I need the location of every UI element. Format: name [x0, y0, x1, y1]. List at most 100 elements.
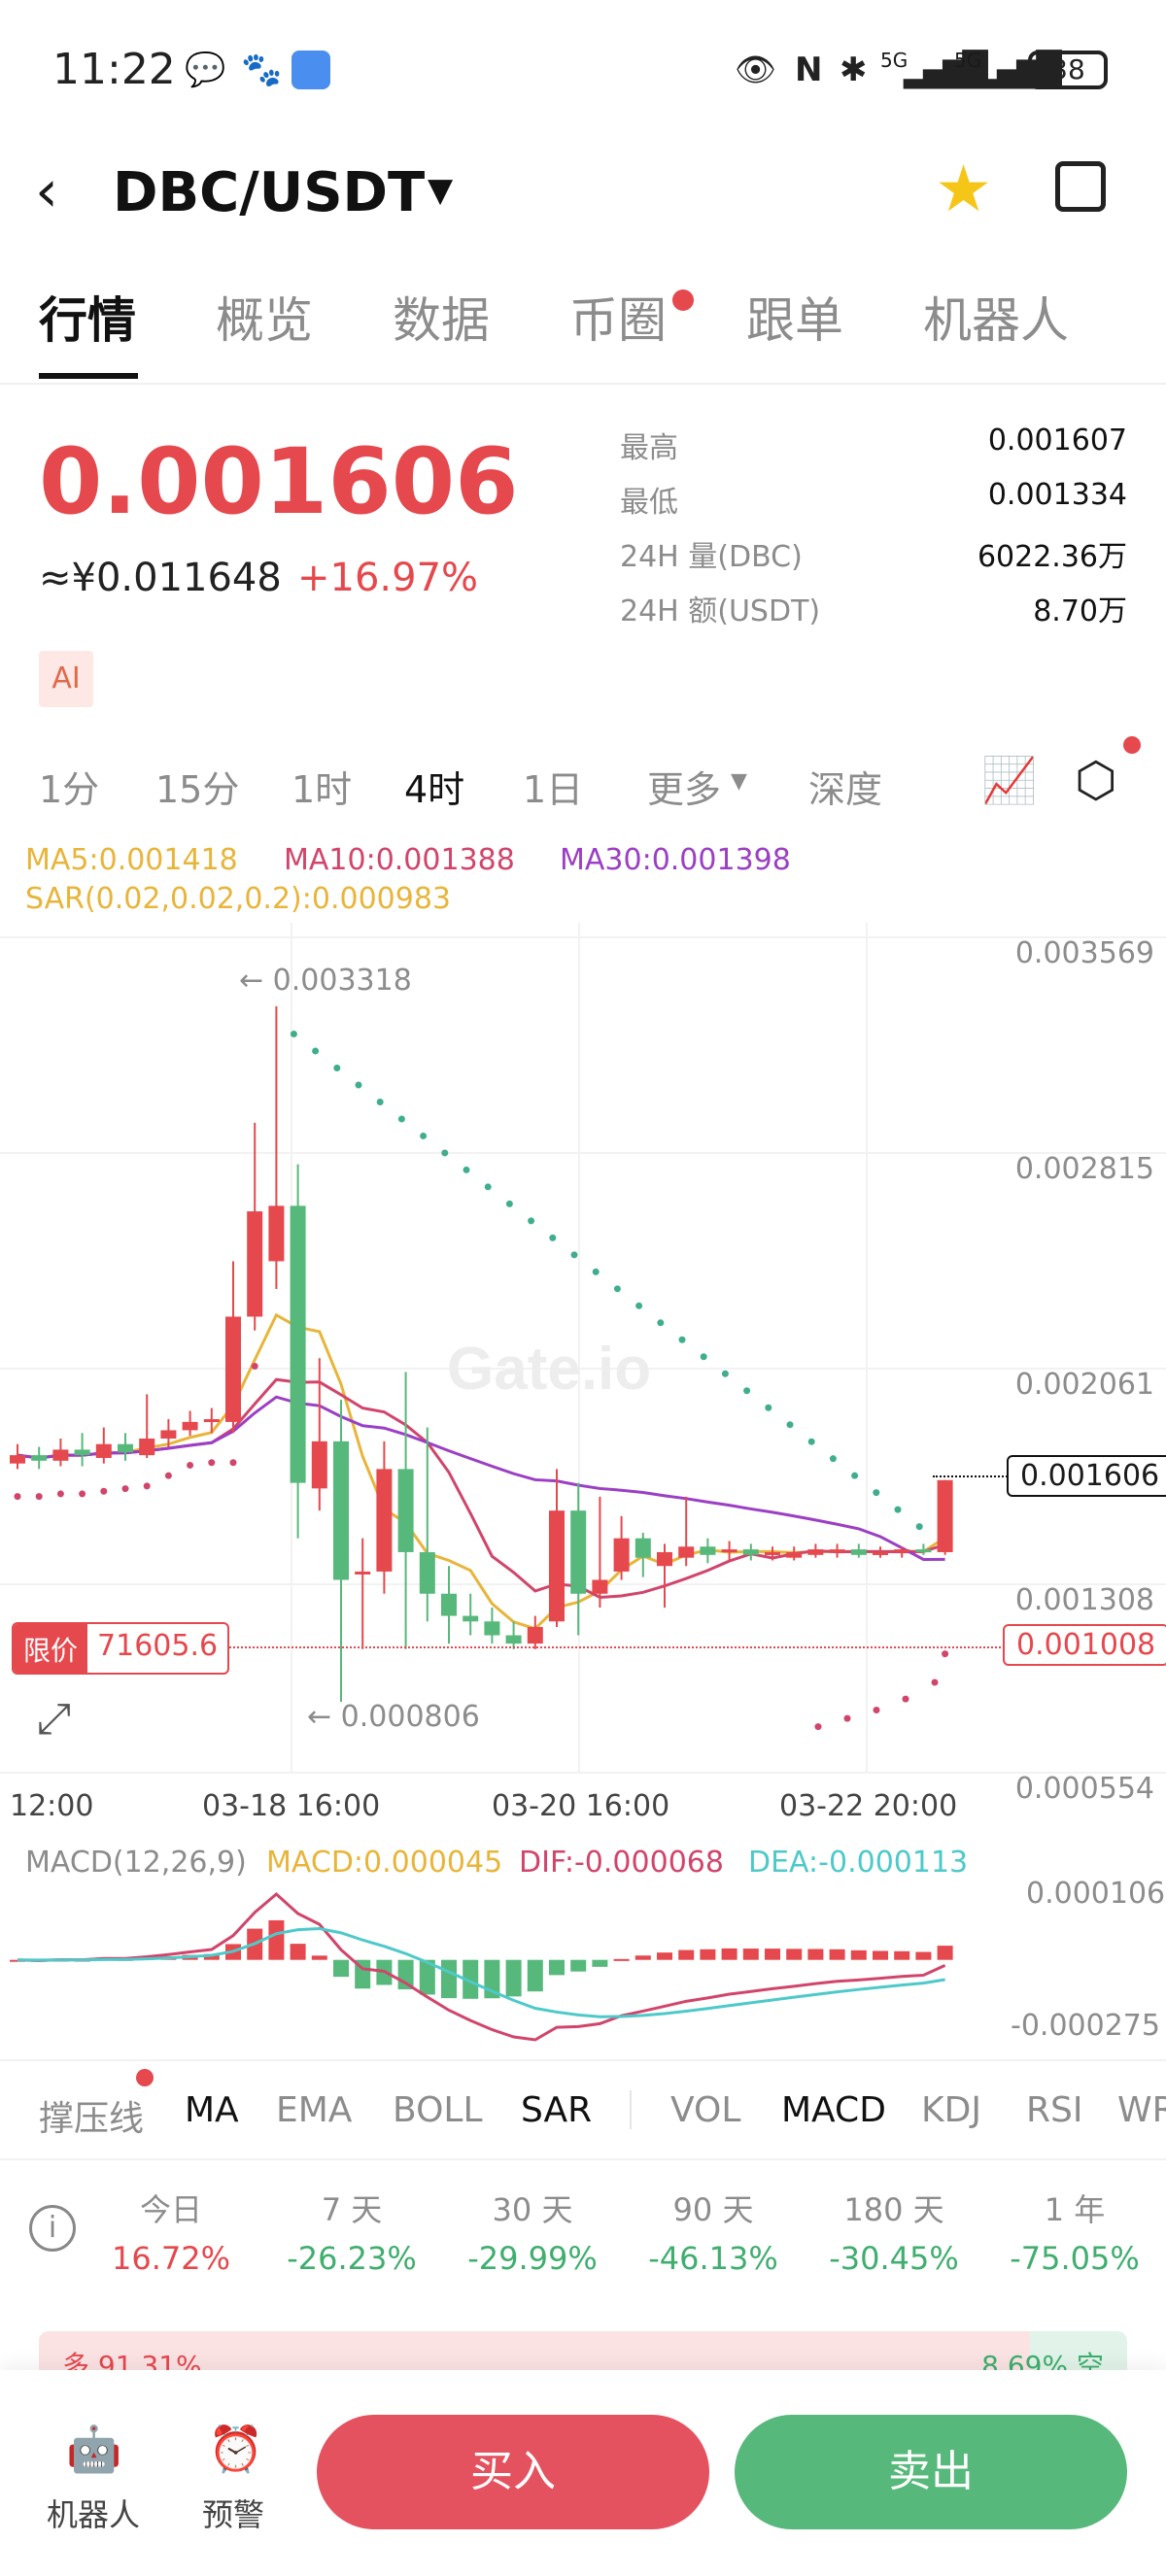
ai-badge[interactable]: AI [39, 651, 93, 707]
timeframe-1m[interactable]: 1分 [39, 768, 100, 811]
candle-body [463, 1615, 479, 1622]
info-icon[interactable]: i [29, 2205, 76, 2252]
macd-chart [10, 1892, 953, 2042]
sar-dot [56, 1490, 64, 1498]
sar-dot [942, 1650, 949, 1658]
macd-histogram-bar [937, 1946, 953, 1960]
candle-body [786, 1551, 803, 1558]
sar-dot [505, 1200, 513, 1207]
macd-histogram-bar [657, 1952, 672, 1960]
candle-body [355, 1571, 371, 1575]
macd-histogram-bar [873, 1950, 888, 1960]
limit-order-tag[interactable]: 限价 71605.6 [12, 1622, 230, 1675]
macd-histogram-bar [721, 1948, 737, 1960]
tab-bot[interactable]: 机器人 [923, 292, 1069, 349]
tab-data[interactable]: 数据 [393, 292, 490, 349]
candlestick-chart[interactable]: Gate.io 0.003569 0.002815 0.002061 0.001308… [0, 923, 1166, 1894]
perf-label-7d: 7 天 [321, 2191, 383, 2228]
indicator-boll[interactable]: BOLL [393, 2090, 483, 2130]
alert-bell-icon[interactable]: ⏰ [208, 2423, 264, 2475]
timeframe-1d[interactable]: 1日 [523, 768, 584, 811]
ma10-legend: MA10:0.001388 [284, 843, 515, 877]
indicator-support-resistance[interactable]: 撑压线 [39, 2099, 145, 2139]
share-icon[interactable] [1055, 161, 1106, 212]
indicator-vol[interactable]: VOL [670, 2090, 741, 2130]
pair-dropdown-icon[interactable]: ▼ [428, 171, 454, 210]
stat-low-value: 0.001334 [987, 478, 1127, 512]
chart-type-icon[interactable]: 📈 [981, 754, 1038, 806]
tab-market[interactable]: 行情 [39, 292, 136, 349]
signal-icon-2: ▂▄▆█ [977, 51, 1062, 89]
x-tick-3: 03-22 20:00 [779, 1789, 958, 1823]
candle-body [634, 1538, 651, 1558]
robot-label[interactable]: 机器人 [47, 2496, 141, 2533]
low-marker-label: ← 0.000806 [307, 1700, 480, 1734]
sell-button[interactable]: 卖出 [735, 2415, 1127, 2529]
candle-body [592, 1579, 608, 1594]
timeframe-4h[interactable]: 4时 [404, 768, 465, 811]
indicator-ema[interactable]: EMA [276, 2090, 353, 2130]
sar-dot [592, 1268, 600, 1275]
message-icon: 💬 [185, 51, 226, 89]
candle-body [570, 1510, 587, 1594]
ma30-legend: MA30:0.001398 [560, 843, 791, 877]
macd-histogram-bar [807, 1949, 824, 1960]
indicator-ma[interactable]: MA [185, 2090, 239, 2130]
macd-dea: DEA:-0.000113 [748, 1846, 969, 1880]
robot-icon[interactable]: 🤖 [66, 2423, 122, 2475]
x-tick-2: 03-20 16:00 [492, 1789, 670, 1823]
battery-icon: 38 [1028, 51, 1108, 89]
indicator-macd[interactable]: MACD [781, 2090, 886, 2130]
perf-label-30d: 30 天 [492, 2191, 573, 2228]
settings-gear-icon[interactable]: ⬡ [1075, 752, 1117, 808]
sar-dot [251, 1363, 258, 1371]
macd-histogram-bar [915, 1951, 932, 1960]
indicator-rsi[interactable]: RSI [1026, 2090, 1083, 2130]
timeframe-more[interactable]: 更多 [647, 768, 722, 811]
timeframe-depth[interactable]: 深度 [808, 768, 883, 811]
sar-dot [915, 1523, 923, 1531]
perf-value-1y: -75.05% [1010, 2240, 1140, 2277]
candle-body [311, 1441, 327, 1489]
indicator-wr[interactable]: WR [1117, 2090, 1166, 2130]
tab-overview[interactable]: 概览 [216, 292, 313, 349]
pair-title[interactable]: DBC/USDT [113, 161, 426, 224]
candle-body [52, 1449, 69, 1461]
sar-dot [814, 1723, 822, 1731]
fullscreen-icon[interactable]: ⤢ [37, 1694, 72, 1744]
limit-value: 71605.6 [97, 1629, 219, 1663]
candle-body [894, 1549, 910, 1553]
timeframe-15m[interactable]: 15分 [155, 768, 240, 811]
buy-button[interactable]: 买入 [317, 2415, 709, 2529]
tab-copy-trade[interactable]: 跟单 [746, 292, 843, 349]
sar-dot [333, 1065, 341, 1072]
candle-body [807, 1549, 824, 1555]
alert-label[interactable]: 预警 [202, 2496, 265, 2533]
macd-histogram-bar [570, 1959, 587, 1972]
macd-histogram-bar [441, 1959, 457, 1999]
sar-dot [484, 1183, 492, 1191]
macd-dif-line [17, 1892, 946, 2042]
macd-histogram-bar [850, 1949, 867, 1960]
sar-dot [549, 1234, 557, 1241]
sar-dot [528, 1217, 535, 1225]
macd-ytick-bottom: -0.000275 [1011, 2009, 1160, 2043]
indicator-kdj[interactable]: KDJ [921, 2090, 981, 2130]
timeframe-1h[interactable]: 1时 [292, 768, 353, 811]
candle-body [182, 1421, 198, 1431]
favorite-star-icon[interactable]: ★ [935, 152, 993, 226]
macd-histogram-bar [505, 1959, 522, 1997]
macd-title: MACD(12,26,9) [25, 1846, 247, 1880]
indicator-sar[interactable]: SAR [521, 2090, 593, 2130]
candle-body [31, 1455, 48, 1461]
stat-turnover-value: 8.70万 [1033, 594, 1127, 628]
current-price-tag: 0.001606 [1007, 1455, 1166, 1497]
candle-body [419, 1551, 435, 1594]
candle-body [850, 1549, 867, 1555]
sar-dot [902, 1695, 909, 1703]
more-caret-icon[interactable]: ▼ [731, 769, 747, 794]
tab-community[interactable]: 币圈 [569, 292, 667, 349]
back-button[interactable]: ‹ [35, 157, 58, 225]
signal-label-2: 5G [954, 49, 982, 72]
perf-value-7d: -26.23% [287, 2240, 417, 2277]
